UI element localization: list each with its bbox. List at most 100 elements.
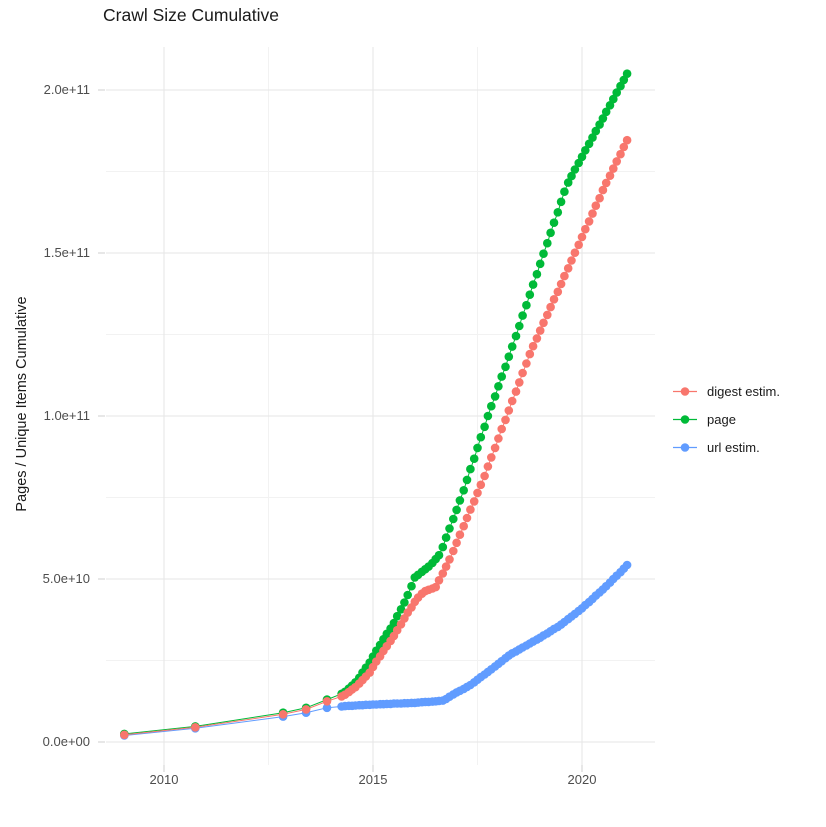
data-point-digest-estim-: [455, 530, 465, 539]
data-point-digest-estim-: [532, 334, 542, 343]
data-point-page: [445, 524, 454, 533]
data-point-page: [483, 411, 493, 421]
legend-key-digest-estim-icon: [673, 387, 697, 396]
data-point-digest-estim-: [497, 424, 507, 434]
data-point-digest-estim-: [449, 546, 458, 556]
data-point-page: [539, 249, 548, 258]
data-point-page: [612, 88, 621, 97]
data-point-page: [581, 146, 590, 155]
data-point-page: [441, 533, 451, 542]
data-point-digest-estim-: [612, 157, 621, 166]
data-point-page: [462, 475, 472, 485]
data-point-page: [389, 618, 399, 628]
data-point-page: [570, 165, 580, 174]
y-tick-label: 0.0e+00: [42, 734, 90, 749]
data-point-page: [549, 218, 559, 227]
data-point-page: [459, 486, 469, 495]
y-tick-label: 5.0e+10: [42, 571, 90, 586]
data-point-digest-estim-: [438, 569, 448, 578]
data-point-page: [553, 208, 563, 217]
legend-item-label: page: [707, 412, 736, 427]
data-point-digest-estim-: [570, 248, 580, 257]
data-point-url-estim-: [622, 560, 632, 570]
data-point-digest-estim-: [511, 387, 521, 396]
data-point-page: [543, 238, 552, 248]
data-point-page: [556, 197, 566, 207]
data-point-page: [466, 464, 475, 474]
x-tick-label: 2010: [149, 772, 179, 787]
data-point-page: [507, 342, 517, 351]
data-point-digest-estim-: [490, 443, 500, 453]
data-point-page: [407, 581, 416, 591]
data-point-digest-estim-: [567, 256, 576, 265]
data-point-page: [546, 228, 555, 238]
y-tick-label: 2.0e+11: [43, 82, 90, 97]
data-point-page: [609, 94, 618, 104]
data-point-digest-estim-: [605, 171, 615, 180]
y-axis-title: Pages / Unique Items Cumulative: [14, 296, 30, 512]
data-point-page: [501, 362, 510, 372]
data-point-digest-estim-: [487, 453, 496, 462]
legend: digest estim. page url estim.: [672, 382, 780, 466]
data-point-page: [622, 69, 632, 78]
data-point-digest-estim-: [553, 287, 563, 297]
data-point-digest-estim-: [504, 406, 514, 415]
data-point-page: [563, 178, 573, 187]
data-point-digest-estim-: [535, 326, 545, 335]
data-point-page: [515, 321, 524, 331]
data-point-page: [469, 454, 479, 464]
data-point-page: [528, 280, 538, 289]
data-point-page: [601, 107, 611, 117]
data-point-url-estim-: [322, 703, 332, 713]
data-point-digest-estim-: [622, 135, 632, 145]
data-point-digest-estim-: [431, 582, 441, 592]
data-point-page: [504, 352, 514, 362]
data-point-digest-estim-: [441, 562, 451, 571]
data-point-digest-estim-: [501, 415, 510, 425]
data-point-digest-estim-: [601, 178, 611, 188]
legend-item-page: page: [672, 410, 780, 429]
data-point-digest-estim-: [322, 697, 332, 706]
data-point-digest-estim-: [588, 209, 597, 218]
chart-title: Crawl Size Cumulative: [103, 5, 280, 25]
data-point-digest-estim-: [560, 271, 569, 281]
legend-key-page-icon: [673, 415, 697, 424]
data-point-digest-estim-: [598, 185, 608, 195]
data-point-page: [598, 114, 608, 123]
x-tick-label: 2020: [567, 772, 597, 787]
data-point-digest-estim-: [546, 302, 555, 312]
data-point-digest-estim-: [528, 341, 538, 351]
data-point-page: [560, 187, 569, 196]
data-point-page: [452, 505, 461, 515]
data-point-digest-estim-: [120, 730, 129, 740]
data-point-page: [522, 300, 531, 310]
legend-item-label: digest estim.: [707, 384, 780, 399]
y-tick-label: 1.5e+11: [43, 245, 90, 260]
data-point-page: [455, 496, 465, 505]
data-point-page: [438, 542, 448, 552]
legend-item-digest-estim: digest estim.: [672, 382, 780, 401]
data-point-digest-estim-: [591, 201, 601, 210]
data-point-digest-estim-: [549, 295, 559, 304]
data-point-page: [591, 126, 601, 136]
data-point-digest-estim-: [619, 142, 629, 152]
data-point-digest-estim-: [539, 318, 548, 328]
data-point-digest-estim-: [525, 349, 535, 359]
data-point-digest-estim-: [515, 378, 524, 387]
data-point-digest-estim-: [434, 576, 444, 585]
data-point-digest-estim-: [577, 232, 587, 242]
data-point-page: [567, 171, 576, 181]
data-point-digest-estim-: [522, 359, 531, 368]
y-tick-label: 1.0e+11: [43, 408, 90, 423]
data-point-digest-estim-: [466, 505, 475, 514]
data-point-digest-estim-: [483, 462, 493, 471]
x-tick-label: 2015: [358, 772, 388, 787]
data-point-digest-estim-: [609, 164, 618, 173]
data-point-digest-estim-: [445, 555, 454, 564]
legend-item-label: url estim.: [707, 440, 760, 455]
data-point-digest-estim-: [584, 217, 594, 226]
data-point-page: [487, 401, 496, 411]
data-point-page: [588, 133, 597, 142]
data-point-digest-estim-: [556, 279, 566, 289]
